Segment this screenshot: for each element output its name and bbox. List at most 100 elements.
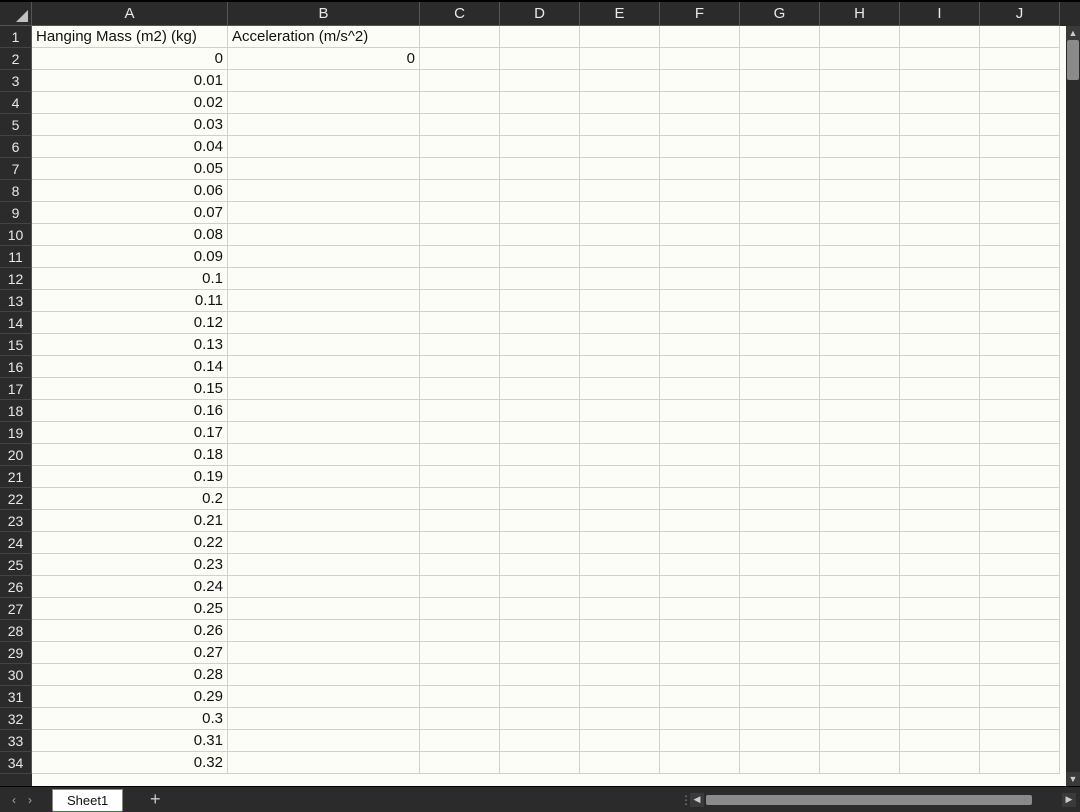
cell-J18[interactable]: [980, 400, 1060, 422]
cell-G15[interactable]: [740, 334, 820, 356]
row-header-7[interactable]: 7: [0, 158, 32, 180]
cell-C1[interactable]: [420, 26, 500, 48]
cell-J14[interactable]: [980, 312, 1060, 334]
row-header-31[interactable]: 31: [0, 686, 32, 708]
cell-B2[interactable]: 0: [228, 48, 420, 70]
cell-J6[interactable]: [980, 136, 1060, 158]
cell-D9[interactable]: [500, 202, 580, 224]
cell-D11[interactable]: [500, 246, 580, 268]
cell-A29[interactable]: 0.27: [32, 642, 228, 664]
cell-F34[interactable]: [660, 752, 740, 774]
cell-H7[interactable]: [820, 158, 900, 180]
cell-J28[interactable]: [980, 620, 1060, 642]
row-header-14[interactable]: 14: [0, 312, 32, 334]
cell-E28[interactable]: [580, 620, 660, 642]
cell-H21[interactable]: [820, 466, 900, 488]
cell-E24[interactable]: [580, 532, 660, 554]
row-header-2[interactable]: 2: [0, 48, 32, 70]
cell-E25[interactable]: [580, 554, 660, 576]
cell-B10[interactable]: [228, 224, 420, 246]
cell-J31[interactable]: [980, 686, 1060, 708]
cell-C20[interactable]: [420, 444, 500, 466]
cell-F19[interactable]: [660, 422, 740, 444]
cell-A20[interactable]: 0.18: [32, 444, 228, 466]
cell-B6[interactable]: [228, 136, 420, 158]
cell-J3[interactable]: [980, 70, 1060, 92]
vscroll-thumb[interactable]: [1067, 40, 1079, 80]
row-header-26[interactable]: 26: [0, 576, 32, 598]
cell-D8[interactable]: [500, 180, 580, 202]
cell-B27[interactable]: [228, 598, 420, 620]
cell-F21[interactable]: [660, 466, 740, 488]
cell-B18[interactable]: [228, 400, 420, 422]
cell-J20[interactable]: [980, 444, 1060, 466]
cell-D33[interactable]: [500, 730, 580, 752]
cell-I30[interactable]: [900, 664, 980, 686]
cell-A15[interactable]: 0.13: [32, 334, 228, 356]
cell-C29[interactable]: [420, 642, 500, 664]
cell-B9[interactable]: [228, 202, 420, 224]
row-header-5[interactable]: 5: [0, 114, 32, 136]
cell-F1[interactable]: [660, 26, 740, 48]
cell-I18[interactable]: [900, 400, 980, 422]
row-header-28[interactable]: 28: [0, 620, 32, 642]
cell-J15[interactable]: [980, 334, 1060, 356]
tab-nav-prev[interactable]: ‹: [12, 793, 16, 807]
row-header-10[interactable]: 10: [0, 224, 32, 246]
cell-D30[interactable]: [500, 664, 580, 686]
row-header-19[interactable]: 19: [0, 422, 32, 444]
column-header-E[interactable]: E: [580, 2, 660, 26]
cell-I31[interactable]: [900, 686, 980, 708]
cell-C12[interactable]: [420, 268, 500, 290]
cell-D31[interactable]: [500, 686, 580, 708]
cell-E26[interactable]: [580, 576, 660, 598]
cell-G26[interactable]: [740, 576, 820, 598]
cell-D12[interactable]: [500, 268, 580, 290]
cell-G25[interactable]: [740, 554, 820, 576]
cell-D1[interactable]: [500, 26, 580, 48]
cell-C24[interactable]: [420, 532, 500, 554]
column-header-B[interactable]: B: [228, 2, 420, 26]
cell-G14[interactable]: [740, 312, 820, 334]
cell-B23[interactable]: [228, 510, 420, 532]
cell-E7[interactable]: [580, 158, 660, 180]
cell-I15[interactable]: [900, 334, 980, 356]
cell-H27[interactable]: [820, 598, 900, 620]
cell-D27[interactable]: [500, 598, 580, 620]
cell-G24[interactable]: [740, 532, 820, 554]
row-header-15[interactable]: 15: [0, 334, 32, 356]
row-header-16[interactable]: 16: [0, 356, 32, 378]
cell-E22[interactable]: [580, 488, 660, 510]
cell-J25[interactable]: [980, 554, 1060, 576]
cell-I5[interactable]: [900, 114, 980, 136]
cell-J21[interactable]: [980, 466, 1060, 488]
cell-J24[interactable]: [980, 532, 1060, 554]
cell-H19[interactable]: [820, 422, 900, 444]
cell-I13[interactable]: [900, 290, 980, 312]
cell-G19[interactable]: [740, 422, 820, 444]
column-header-G[interactable]: G: [740, 2, 820, 26]
cell-F26[interactable]: [660, 576, 740, 598]
cell-H2[interactable]: [820, 48, 900, 70]
cell-H20[interactable]: [820, 444, 900, 466]
column-header-A[interactable]: A: [32, 2, 228, 26]
cell-B24[interactable]: [228, 532, 420, 554]
cell-G16[interactable]: [740, 356, 820, 378]
cell-J10[interactable]: [980, 224, 1060, 246]
cell-G8[interactable]: [740, 180, 820, 202]
scroll-down-button[interactable]: ▼: [1066, 772, 1080, 786]
cell-G31[interactable]: [740, 686, 820, 708]
cell-C4[interactable]: [420, 92, 500, 114]
cell-G7[interactable]: [740, 158, 820, 180]
row-header-21[interactable]: 21: [0, 466, 32, 488]
cell-D24[interactable]: [500, 532, 580, 554]
cell-G6[interactable]: [740, 136, 820, 158]
cell-C17[interactable]: [420, 378, 500, 400]
cell-F3[interactable]: [660, 70, 740, 92]
add-sheet-button[interactable]: +: [137, 787, 173, 812]
hscroll-thumb[interactable]: [706, 795, 1032, 805]
cell-E32[interactable]: [580, 708, 660, 730]
cell-D21[interactable]: [500, 466, 580, 488]
cell-I17[interactable]: [900, 378, 980, 400]
cell-B30[interactable]: [228, 664, 420, 686]
